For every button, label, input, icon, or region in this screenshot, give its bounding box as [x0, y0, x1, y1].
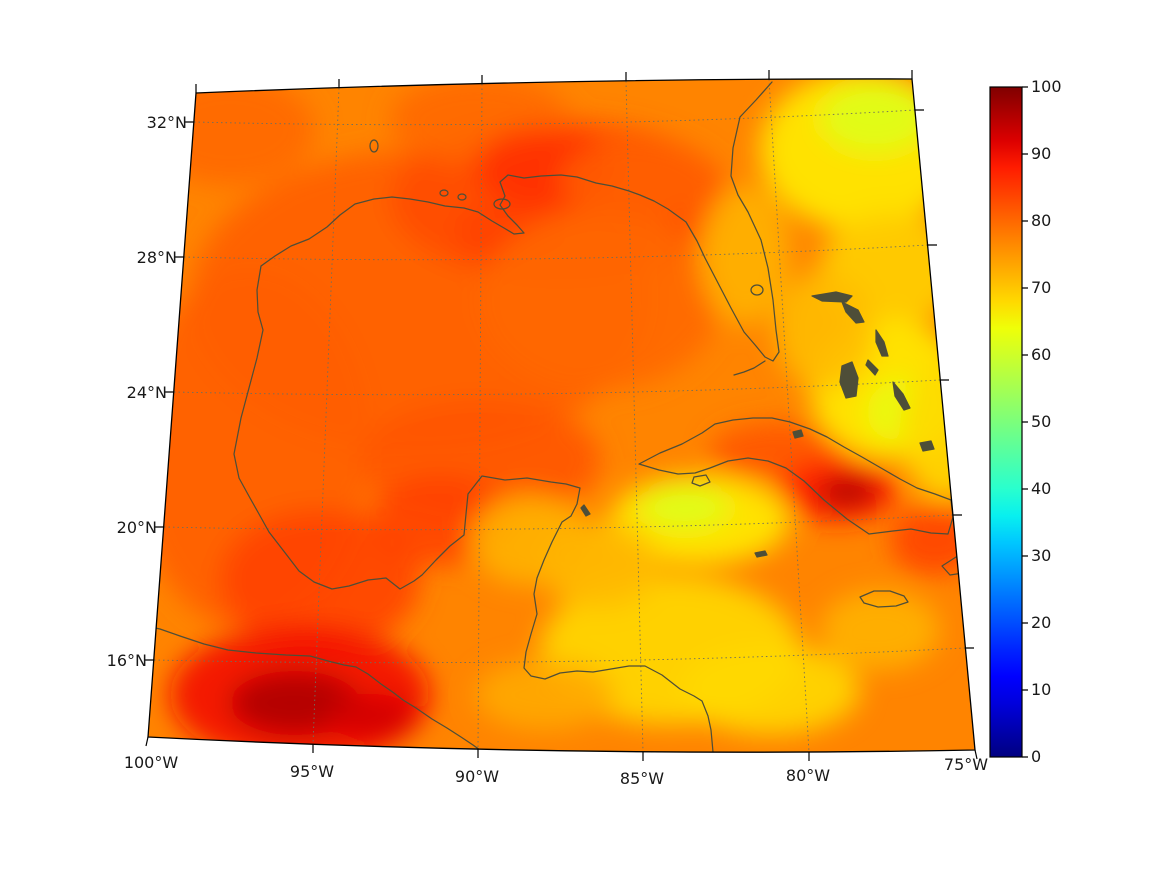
colorbar-tick-label: 30 — [1031, 546, 1051, 565]
colorbar-tick-label: 0 — [1031, 747, 1041, 766]
coastline-bahamas — [792, 291, 935, 452]
colorbar-tick-label: 100 — [1031, 77, 1062, 96]
field-feature — [820, 83, 930, 153]
field-blobs — [148, 78, 975, 753]
coastline-small-islands — [580, 504, 768, 558]
coastline-hispaniola-edge — [941, 552, 975, 581]
map-frame — [147, 78, 976, 753]
lat-tick-label: 32°N — [147, 113, 187, 132]
field-feature — [560, 140, 720, 220]
field-feature — [470, 495, 590, 585]
lon-tick-label: 85°W — [620, 769, 664, 788]
meridian-95w — [312, 87, 340, 745]
colorbar-bar — [989, 86, 1023, 758]
coastline-isla-de-la-juventud — [691, 474, 711, 487]
axis-ticks — [145, 70, 978, 761]
colorbar-tick-label: 80 — [1031, 211, 1051, 230]
lat-tick-label: 16°N — [107, 651, 147, 670]
lon-tick-label: 80°W — [786, 766, 830, 785]
colorbar-tick-label: 40 — [1031, 479, 1051, 498]
field-feature — [818, 476, 878, 508]
lat-tick-label: 20°N — [117, 518, 157, 537]
coastlines — [148, 81, 975, 753]
lon-tick-label: 95°W — [290, 762, 334, 781]
coastline-lakes — [369, 139, 764, 296]
parallel-20n — [163, 514, 954, 531]
coastline-jamaica — [859, 590, 909, 608]
axis-labels: 32°N 28°N 24°N 20°N 16°N 100°W 95°W 90°W… — [107, 113, 989, 788]
field-feature — [680, 645, 860, 735]
field-feature — [775, 270, 875, 390]
field-feature — [890, 505, 975, 575]
colorbar-tick-label: 90 — [1031, 144, 1051, 163]
parallel-24n — [173, 379, 941, 396]
colorbar-ticks — [1022, 86, 1028, 758]
field-feature — [820, 590, 940, 670]
lon-tick-label: 90°W — [455, 767, 499, 786]
parallel-28n — [183, 244, 929, 261]
lat-tick-label: 24°N — [127, 383, 167, 402]
meridian-90w — [477, 83, 483, 750]
field-feature — [480, 210, 720, 390]
colorbar-tick-label: 20 — [1031, 613, 1051, 632]
field-feature — [700, 185, 790, 325]
parallel-16n — [153, 647, 966, 664]
field-layer — [148, 78, 975, 753]
colorbar-tick-label: 50 — [1031, 412, 1051, 431]
field-feature — [325, 694, 415, 738]
parallel-32n — [193, 109, 916, 126]
field-feature — [475, 660, 615, 730]
colorbar-tick-label: 10 — [1031, 680, 1051, 699]
colorbar: 0 10 20 30 40 50 60 70 80 90 100 — [989, 77, 1062, 766]
coastline-gulf-coast-north-america — [233, 81, 780, 753]
field-feature — [640, 486, 730, 530]
colorbar-tick-label: 60 — [1031, 345, 1051, 364]
lon-tick-label: 100°W — [124, 753, 179, 772]
graticule — [153, 78, 966, 753]
meridian-85w — [625, 80, 644, 753]
lon-tick-label: 75°W — [944, 755, 988, 774]
field-feature — [220, 510, 420, 650]
colorbar-tick-label: 70 — [1031, 278, 1051, 297]
lat-tick-label: 28°N — [137, 248, 177, 267]
coastline-florida-keys — [733, 360, 766, 376]
coastline-pacific-coast-mexico — [148, 625, 481, 751]
